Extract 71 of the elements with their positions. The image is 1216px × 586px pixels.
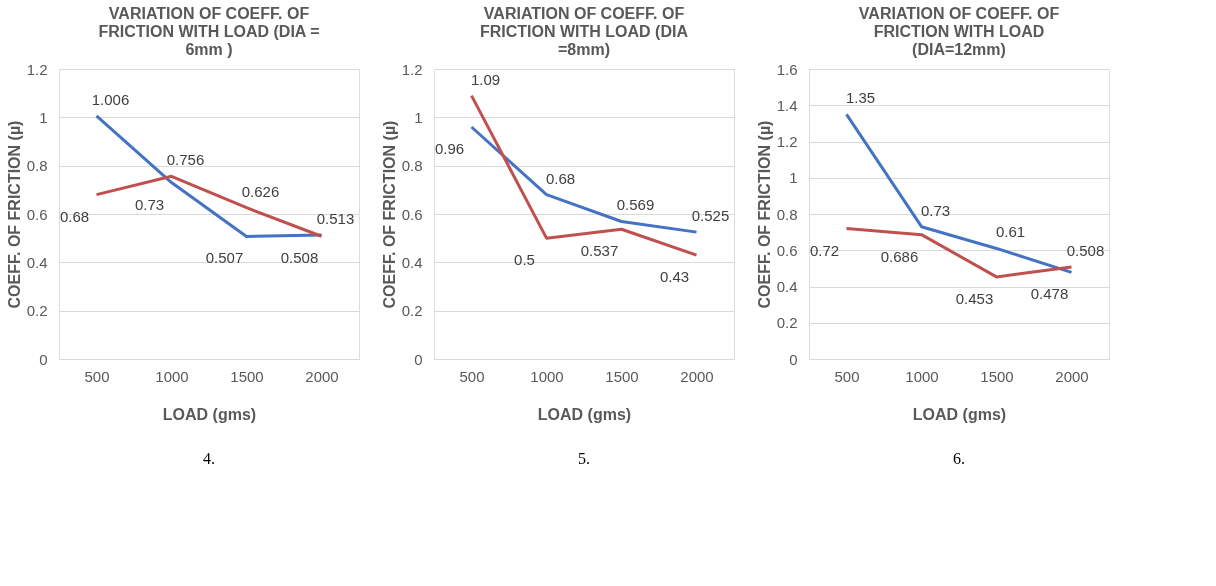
data-label: 1.09 xyxy=(470,70,501,88)
data-label: 0.513 xyxy=(316,210,355,228)
x-tick-label: 1500 xyxy=(605,367,639,385)
y-tick-label: 0.2 xyxy=(776,314,798,332)
x-tick-label: 500 xyxy=(459,367,485,385)
y-tick-label: 0.8 xyxy=(776,205,798,223)
data-label: 0.72 xyxy=(809,241,840,259)
x-axis-title: LOAD (gms) xyxy=(912,405,1007,423)
data-label: 0.73 xyxy=(920,201,951,219)
data-label: 0.43 xyxy=(659,268,690,286)
x-tick-label: 1500 xyxy=(980,367,1014,385)
data-label: 0.478 xyxy=(1030,285,1069,303)
y-tick-label: 0 xyxy=(39,350,48,368)
x-tick-label: 500 xyxy=(834,367,860,385)
data-label: 0.453 xyxy=(955,289,994,307)
x-tick-label: 1000 xyxy=(155,367,189,385)
y-tick-label: 0 xyxy=(414,350,423,368)
chart-title: VARIATION OF COEFF. OF FRICTION WITH LOAD (DIA=12mm) xyxy=(858,5,1060,58)
y-axis-title: COEFF. OF FRICTION (µ) xyxy=(5,120,23,309)
data-label: 0.626 xyxy=(241,182,280,200)
data-label: 1.35 xyxy=(845,89,876,107)
data-label: 0.68 xyxy=(59,207,90,225)
y-tick-label: 1 xyxy=(414,108,423,126)
y-tick-label: 0.4 xyxy=(401,253,423,271)
x-axis-title: LOAD (gms) xyxy=(537,405,632,423)
y-tick-label: 0.4 xyxy=(26,253,48,271)
text: 4. xyxy=(203,450,215,467)
y-axis-title: COEFF. OF FRICTION (µ) xyxy=(380,120,398,309)
chart-title: VARIATION OF COEFF. OF FRICTION WITH LOAD (DIA = 6mm ) xyxy=(98,5,320,58)
chart-title: VARIATION OF COEFF. OF FRICTION WITH LOAD (DIA =8mm) xyxy=(480,5,689,58)
data-label: 0.569 xyxy=(616,196,655,214)
y-tick-label: 0.6 xyxy=(401,205,423,223)
data-label: 1.006 xyxy=(91,90,130,108)
x-tick-label: 1000 xyxy=(905,367,939,385)
data-label: 0.508 xyxy=(280,249,319,267)
y-tick-label: 0.4 xyxy=(776,278,798,295)
data-label: 0.5 xyxy=(514,251,535,269)
x-tick-label: 2000 xyxy=(680,367,714,385)
x-tick-label: 500 xyxy=(84,367,110,385)
y-tick-label: 0.6 xyxy=(26,205,48,223)
data-label: 0.61 xyxy=(995,223,1026,241)
data-label: 0.537 xyxy=(580,242,619,260)
x-tick-label: 2000 xyxy=(1055,367,1089,385)
text: 6. xyxy=(953,450,965,467)
y-tick-label: 0.2 xyxy=(401,302,423,320)
y-tick-label: 1.2 xyxy=(26,60,48,78)
data-label: 0.507 xyxy=(205,249,244,267)
x-axis-title: LOAD (gms) xyxy=(162,405,257,423)
x-tick-label: 1500 xyxy=(230,367,264,385)
data-label: 0.508 xyxy=(1066,241,1105,259)
data-label: 0.756 xyxy=(166,151,205,169)
data-label: 0.525 xyxy=(691,207,730,225)
data-label: 0.686 xyxy=(880,247,919,265)
data-label: 0.68 xyxy=(545,169,576,187)
text: 5. xyxy=(578,450,590,467)
y-tick-label: 0.8 xyxy=(401,157,423,175)
y-tick-label: 0.2 xyxy=(26,302,48,320)
data-label: 0.96 xyxy=(434,140,465,157)
y-axis-title: COEFF. OF FRICTION (µ) xyxy=(755,120,773,309)
x-tick-label: 1000 xyxy=(530,367,564,385)
y-tick-label: 1.2 xyxy=(776,133,798,150)
x-tick-label: 2000 xyxy=(305,367,339,385)
y-tick-label: 1.4 xyxy=(776,96,798,114)
y-tick-label: 1.2 xyxy=(401,60,423,78)
y-tick-label: 0.8 xyxy=(26,157,48,175)
y-tick-label: 0 xyxy=(789,350,798,368)
y-tick-label: 1.6 xyxy=(776,60,798,78)
y-tick-label: 0.6 xyxy=(776,241,798,259)
data-label: 0.73 xyxy=(134,195,165,213)
y-tick-label: 1 xyxy=(789,169,798,187)
y-tick-label: 1 xyxy=(39,108,48,126)
